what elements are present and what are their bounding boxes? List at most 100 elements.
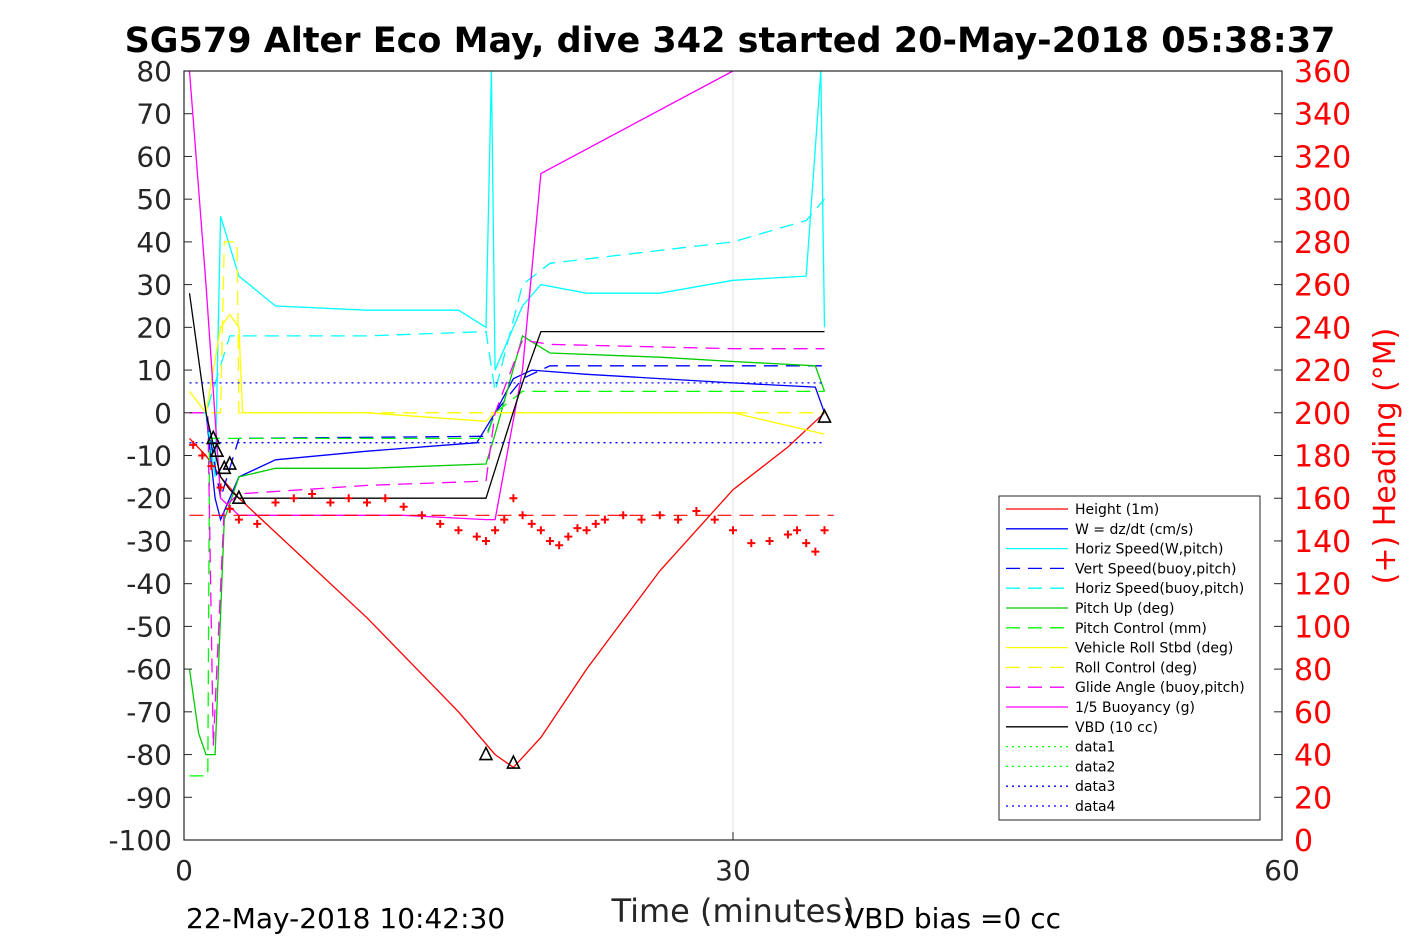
y-tick-label: 30	[136, 269, 172, 302]
heading-point	[747, 539, 756, 548]
heading-point	[472, 532, 481, 541]
heading-point	[518, 511, 527, 520]
heading-point	[527, 519, 536, 528]
heading-point	[765, 536, 774, 545]
triangle-marker	[506, 754, 521, 769]
markers	[205, 408, 832, 769]
y-tick-label: -30	[126, 525, 172, 558]
y-tick-label: 40	[136, 226, 172, 259]
heading-point	[207, 462, 216, 471]
triangle-marker	[478, 745, 494, 761]
legend-label-10: Glide Angle (buoy,pitch)	[1075, 680, 1245, 696]
y2-tick-label: 320	[1294, 140, 1351, 175]
triangle-marker	[231, 489, 247, 505]
y-tick-label: 70	[136, 98, 172, 131]
x-axis-label: Time (minutes)	[611, 892, 855, 930]
heading-point	[454, 526, 463, 535]
heading-point	[289, 494, 298, 503]
y2-tick-label: 200	[1294, 397, 1351, 432]
y-tick-label: 80	[136, 55, 172, 88]
x-axis-ticks: 0 30 60	[175, 832, 1300, 887]
y2-tick-label: 300	[1294, 183, 1351, 218]
x-tick-label: 30	[715, 854, 751, 887]
y-tick-label: -60	[126, 653, 172, 686]
heading-point	[619, 511, 628, 520]
triangle-marker	[205, 429, 221, 445]
heading-point	[225, 504, 234, 513]
heading-point	[308, 489, 317, 498]
legend-label-15: data3	[1075, 779, 1115, 795]
heading-point	[564, 532, 573, 541]
heading-point	[674, 515, 683, 524]
heading-point	[802, 539, 811, 548]
legend-label-3: Horiz Speed(W,pitch)	[1075, 542, 1223, 558]
y2-tick-label: 100	[1294, 610, 1351, 645]
heading-point	[381, 494, 390, 503]
legend-label-16: data4	[1075, 799, 1116, 815]
heading-point	[591, 519, 600, 528]
legend: Height (1m) W = dz/dt (cm/s) Horiz Speed(W…	[998, 495, 1261, 821]
legend-label-9: Roll Control (deg)	[1075, 660, 1197, 676]
y-tick-label: 20	[136, 311, 172, 344]
series-line-4	[189, 365, 825, 499]
triangle-marker	[209, 442, 225, 458]
heading-point	[491, 526, 500, 535]
y2-tick-label: 140	[1294, 525, 1351, 560]
series-line-8	[188, 313, 825, 435]
legend-label-4: Vert Speed(buoy,pitch)	[1075, 561, 1237, 577]
legend-label-12: VBD (10 cc)	[1075, 720, 1158, 736]
y-tick-label: -10	[126, 440, 172, 473]
legend-label-2: W = dz/dt (cm/s)	[1075, 522, 1194, 538]
heading-series	[189, 440, 834, 556]
y-tick-label: 60	[136, 140, 172, 173]
heading-point	[710, 515, 719, 524]
y2-tick-label: 40	[1294, 739, 1332, 774]
heading-point	[363, 498, 371, 507]
y2-tick-label: 260	[1294, 269, 1351, 304]
legend-label-13: data1	[1075, 740, 1115, 756]
heading-point	[582, 526, 591, 535]
y-tick-label: -80	[126, 739, 172, 772]
footer-timestamp: 22-May-2018 10:42:30	[186, 902, 505, 935]
legend-label-6: Pitch Up (deg)	[1075, 601, 1174, 617]
series-line-7	[189, 390, 825, 777]
y2-tick-label: 160	[1294, 482, 1351, 517]
heading-point	[555, 541, 564, 550]
y2-tick-label: 60	[1294, 696, 1332, 731]
x-tick-label: 0	[175, 854, 193, 887]
series-line-2	[189, 369, 826, 522]
y-tick-label: -70	[126, 696, 172, 729]
triangle-marker	[216, 459, 232, 475]
heading-point	[536, 526, 545, 535]
legend-label-5: Horiz Speed(buoy,pitch)	[1075, 581, 1244, 597]
heading-point	[573, 524, 582, 533]
legend-label-7: Pitch Control (mm)	[1075, 621, 1207, 637]
y-axis-ticks: 80 70 60 50 40 30 20 10 0 -10 -20 -30 -40 -50 -60 -70 -8…	[108, 55, 192, 857]
heading-point	[655, 511, 664, 520]
y2-axis-label: (+) Heading (°M)	[1368, 328, 1403, 585]
y-tick-label: 10	[136, 354, 172, 387]
legend-label-8: Vehicle Roll Stbd (deg)	[1075, 641, 1233, 657]
series-line-6	[188, 334, 826, 756]
heading-point	[271, 498, 280, 507]
heading-point	[198, 451, 207, 460]
heading-point	[793, 526, 802, 535]
y-tick-label: 0	[154, 397, 172, 430]
y-tick-label: -40	[126, 568, 172, 601]
heading-point	[500, 515, 509, 524]
heading-point	[253, 519, 262, 528]
heading-point	[481, 536, 490, 545]
y2-tick-label: 360	[1294, 55, 1351, 90]
chart-title: SG579 Alter Eco May, dive 342 started 20…	[125, 21, 1336, 61]
series-line-5	[189, 198, 825, 414]
y2-tick-label: 20	[1294, 781, 1332, 816]
triangle-marker	[817, 408, 832, 423]
heading-point	[234, 515, 243, 524]
series-line-1	[189, 412, 825, 769]
heading-point	[546, 536, 554, 545]
y2-tick-label: 340	[1294, 98, 1351, 133]
y2-tick-label: 120	[1294, 568, 1351, 603]
x-tick-label: 60	[1264, 854, 1300, 887]
vbd-bias-label: VBD bias =0 cc	[845, 902, 1061, 935]
